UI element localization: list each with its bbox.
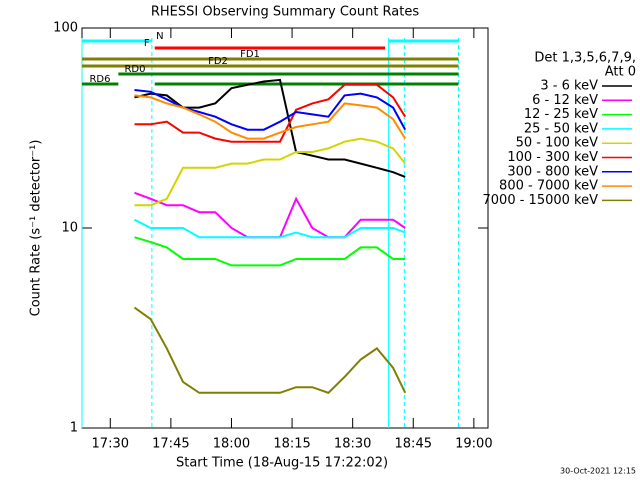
y-tick-label: 1 [70, 421, 78, 436]
series-line [134, 94, 407, 140]
legend-label: 3 - 6 keV [540, 79, 598, 94]
series-line [134, 191, 406, 239]
legend-title: Det 1,3,5,6,7,9, [534, 51, 636, 66]
legend-label: 100 - 300 keV [507, 150, 598, 165]
legend-label: 6 - 12 keV [532, 93, 598, 108]
flag-label: N [156, 31, 163, 42]
legend-label: 12 - 25 keV [524, 107, 598, 122]
flag-label: FD1 [240, 49, 260, 60]
flag-label: F [144, 38, 150, 49]
series-line [134, 218, 406, 239]
x-tick-label: 18:15 [273, 437, 310, 452]
legend-label: 50 - 100 keV [516, 136, 599, 151]
y-tick-label: 100 [53, 21, 78, 36]
legend-label: 800 - 7000 keV [499, 179, 598, 194]
series-line [134, 137, 406, 207]
series-line [134, 83, 407, 143]
legend-title: Att 0 [605, 65, 636, 80]
x-tick-label: 17:30 [92, 437, 129, 452]
y-axis-label: Count Rate (s⁻¹ detector⁻¹) [29, 140, 44, 317]
x-axis-label: Start Time (18-Aug-15 17:22:02) [176, 456, 388, 471]
flag-label: FD2 [208, 56, 228, 67]
flag-label: RD0 [124, 64, 145, 75]
x-tick-label: 19:00 [455, 437, 492, 452]
series-line [134, 89, 407, 131]
footer: 30-Oct-2021 12:15 [560, 467, 636, 476]
plot-frame [81, 27, 489, 429]
legend-label: 300 - 800 keV [507, 164, 598, 179]
chart-title: RHESSI Observing Summary Count Rates [151, 5, 420, 20]
y-tick-label: 10 [61, 221, 78, 236]
legend-label: 25 - 50 keV [524, 121, 598, 136]
x-tick-label: 18:30 [334, 437, 371, 452]
x-tick-label: 18:00 [213, 437, 250, 452]
series-line [133, 306, 407, 394]
series-line [134, 236, 406, 267]
x-tick-label: 17:45 [152, 437, 189, 452]
x-tick-label: 18:45 [395, 437, 432, 452]
legend-label: 7000 - 15000 keV [483, 193, 599, 208]
flag-label: RD6 [89, 74, 110, 85]
